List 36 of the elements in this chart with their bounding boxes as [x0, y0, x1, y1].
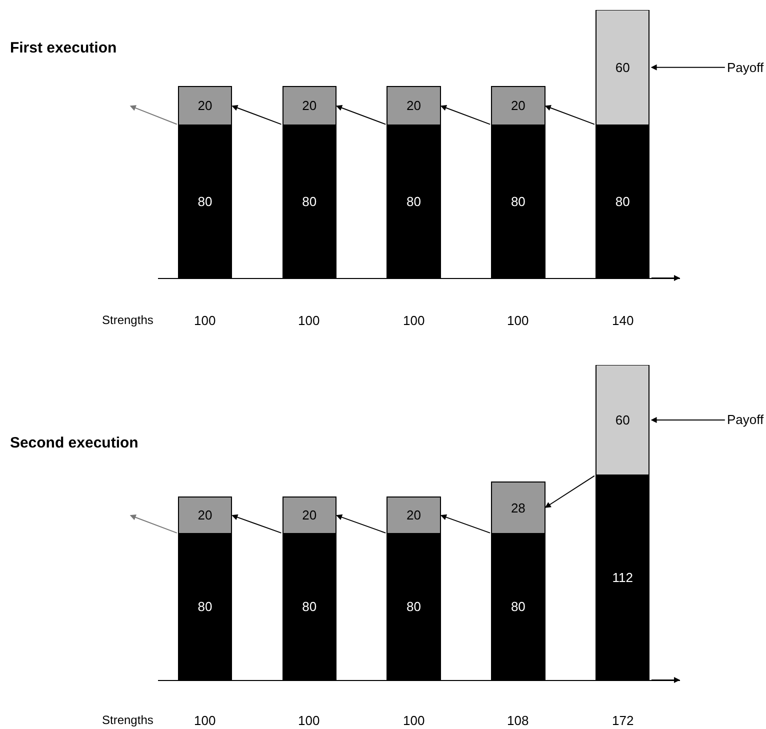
text: Strengths [102, 713, 154, 727]
text: Payoff [727, 412, 764, 427]
total-label: 100 [194, 313, 216, 328]
total-label: 100 [403, 313, 425, 328]
data-label: 20 [198, 508, 212, 523]
total-label: 140 [612, 313, 634, 328]
data-label: 112 [612, 570, 633, 585]
data-label: 80 [302, 599, 317, 614]
text: Second execution [10, 434, 138, 452]
total-label: 172 [612, 713, 634, 728]
data-label: 20 [302, 508, 317, 523]
data-label: 80 [615, 194, 630, 209]
data-label: 80 [302, 194, 317, 209]
data-label: 60 [615, 60, 630, 75]
data-label: 28 [510, 500, 526, 516]
text: Strengths [102, 313, 154, 327]
data-label: 20 [406, 98, 422, 114]
data-label: 20 [302, 98, 317, 114]
data-label: 80 [198, 599, 212, 614]
total-label: 100 [298, 313, 320, 328]
total-label: 100 [194, 713, 216, 728]
data-label: 20 [198, 98, 212, 114]
data-label: 20 [510, 98, 526, 114]
total-label: 100 [403, 713, 425, 728]
data-label: 80 [510, 599, 526, 614]
text: First execution [10, 39, 117, 56]
data-label: 80 [510, 194, 526, 209]
text: Payoff [727, 60, 764, 75]
data-label: 80 [198, 194, 212, 209]
total-label: 108 [507, 713, 529, 728]
total-label: 100 [507, 313, 529, 328]
data-label: 20 [406, 508, 422, 523]
data-label: 80 [406, 194, 422, 209]
data-label: 80 [406, 599, 422, 614]
total-label: 100 [298, 713, 320, 728]
data-label: 60 [615, 412, 630, 428]
